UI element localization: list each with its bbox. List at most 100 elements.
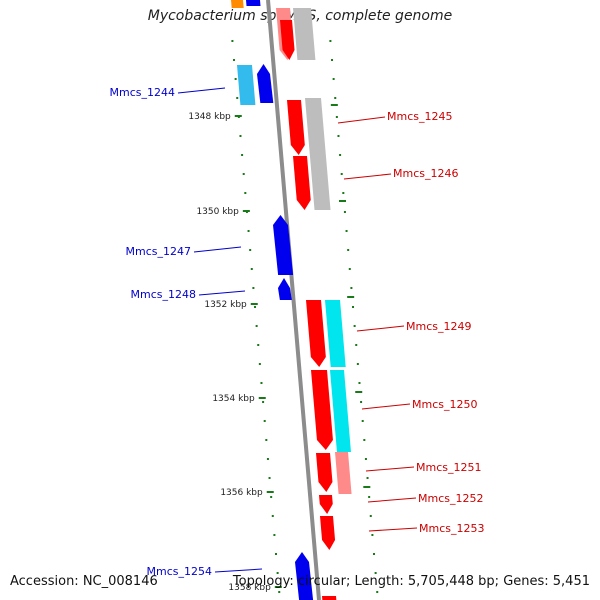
gene-arrow[interactable] xyxy=(231,0,244,8)
tick-dot xyxy=(234,78,237,80)
tick-dot xyxy=(369,515,372,517)
tick-dot xyxy=(376,591,379,593)
gene-arrow-mmcs-1248[interactable] xyxy=(278,278,292,300)
leader-line xyxy=(337,116,386,124)
tick-dot xyxy=(239,135,242,137)
leader-line xyxy=(193,246,242,253)
major-tick xyxy=(242,210,250,212)
gene-label-mmcs-1250[interactable]: Mmcs_1250 xyxy=(412,398,477,411)
tick-dot xyxy=(268,477,271,479)
tick-dot xyxy=(242,173,245,175)
scale-label: 1358 kbp xyxy=(228,583,271,593)
leader-line xyxy=(198,290,246,296)
leader-line xyxy=(365,466,415,472)
topology-text: Topology: circular; xyxy=(232,574,351,589)
tick-dot xyxy=(257,344,260,346)
gene-label-mmcs-1247[interactable]: Mmcs_1247 xyxy=(126,245,191,258)
gene-label-mmcs-1248[interactable]: Mmcs_1248 xyxy=(131,288,196,301)
gene-arrow-mmcs-1253[interactable] xyxy=(320,516,336,550)
tick-dot xyxy=(360,401,363,403)
minor-tick xyxy=(355,391,363,393)
gene-arrow-mmcs-1251[interactable] xyxy=(316,453,333,492)
tick-dot xyxy=(265,439,268,441)
minor-tick xyxy=(330,104,338,106)
gene-arrow[interactable] xyxy=(246,0,261,6)
tick-dot xyxy=(356,363,359,365)
length-text: Length: 5,705,448 bp; xyxy=(354,574,500,589)
tick-dot xyxy=(266,458,269,460)
tick-dot xyxy=(361,420,364,422)
leader-line xyxy=(177,87,226,94)
leader-line xyxy=(361,403,411,410)
tick-dot xyxy=(350,287,353,289)
gene-arrow-mmcs-1250[interactable] xyxy=(330,370,351,452)
tick-dot xyxy=(342,192,345,194)
tick-dot xyxy=(352,306,355,308)
tick-dot xyxy=(339,154,342,156)
tick-dot xyxy=(270,496,273,498)
gene-label-mmcs-1254[interactable]: Mmcs_1254 xyxy=(147,565,212,578)
gene-label-mmcs-1251[interactable]: Mmcs_1251 xyxy=(416,461,481,474)
tick-dot xyxy=(363,439,366,441)
tick-dot xyxy=(353,325,356,327)
gene-arrow-mmcs-1249[interactable] xyxy=(325,300,346,367)
gene-arrow[interactable] xyxy=(322,596,337,600)
tick-dot xyxy=(236,97,239,99)
gene-labels[interactable]: Mmcs_1244 Mmcs_1245 Mmcs_1246 Mmcs_1247 Mmcs… xyxy=(110,86,485,578)
gene-arrow-mmcs-1252[interactable] xyxy=(319,495,333,514)
major-tick xyxy=(234,115,242,117)
tick-dot xyxy=(250,268,253,270)
gene-arrow-mmcs-1245[interactable] xyxy=(305,98,331,210)
gene-arrow-mmcs-1254[interactable] xyxy=(295,552,314,600)
tick-dot xyxy=(355,344,358,346)
gene-label-mmcs-1246[interactable]: Mmcs_1246 xyxy=(393,167,458,180)
tick-dot xyxy=(345,230,348,232)
gene-arrow-mmcs-1250[interactable] xyxy=(311,370,333,450)
gene-label-mmcs-1245[interactable]: Mmcs_1245 xyxy=(387,110,452,123)
gene-arrow[interactable] xyxy=(280,20,295,60)
gene-features[interactable] xyxy=(231,0,352,600)
tick-dot xyxy=(371,534,374,536)
gene-arrow-mmcs-1251[interactable] xyxy=(335,452,352,494)
tick-dot xyxy=(334,97,337,99)
gene-arrow-mmcs-1249[interactable] xyxy=(306,300,326,367)
tick-dot xyxy=(276,572,279,574)
leader-line xyxy=(343,173,392,180)
gene-arrow[interactable] xyxy=(293,8,316,60)
accession-text: Accession: NC_008146 xyxy=(10,574,158,589)
tick-dot xyxy=(364,458,367,460)
tick-dot xyxy=(263,420,266,422)
minor-tick xyxy=(347,296,355,298)
gene-label-mmcs-1244[interactable]: Mmcs_1244 xyxy=(110,86,175,99)
tick-dot xyxy=(366,477,369,479)
gene-label-mmcs-1253[interactable]: Mmcs_1253 xyxy=(419,522,484,535)
tick-dot xyxy=(278,591,281,593)
tick-dot xyxy=(249,249,252,251)
scale-label: 1350 kbp xyxy=(196,207,239,217)
gene-arrow-mmcs-1246[interactable] xyxy=(293,156,311,210)
leader-line xyxy=(367,497,417,503)
tick-dot xyxy=(247,230,250,232)
gene-arrow-mmcs-1245[interactable] xyxy=(287,100,305,155)
gene-arrow-mmcs-1244[interactable] xyxy=(257,64,274,103)
tick-dot xyxy=(275,553,278,555)
tick-dot xyxy=(231,40,234,42)
major-tick xyxy=(274,586,282,588)
gene-label-mmcs-1252[interactable]: Mmcs_1252 xyxy=(418,492,483,505)
gene-arrow-mmcs-1244[interactable] xyxy=(237,65,256,105)
tick-dot xyxy=(262,401,265,403)
major-tick xyxy=(250,303,258,305)
tick-dot xyxy=(348,268,351,270)
leader-line xyxy=(368,527,418,532)
gene-arrow-mmcs-1247[interactable] xyxy=(273,215,294,275)
tick-dot xyxy=(260,382,263,384)
leader-line xyxy=(214,568,263,573)
tick-dot xyxy=(252,287,255,289)
scale-label: 1354 kbp xyxy=(212,394,255,404)
scale-label: 1356 kbp xyxy=(220,488,263,498)
tick-dot xyxy=(241,154,244,156)
major-tick xyxy=(266,491,274,493)
gene-label-mmcs-1249[interactable]: Mmcs_1249 xyxy=(406,320,471,333)
minor-tick xyxy=(339,200,346,202)
